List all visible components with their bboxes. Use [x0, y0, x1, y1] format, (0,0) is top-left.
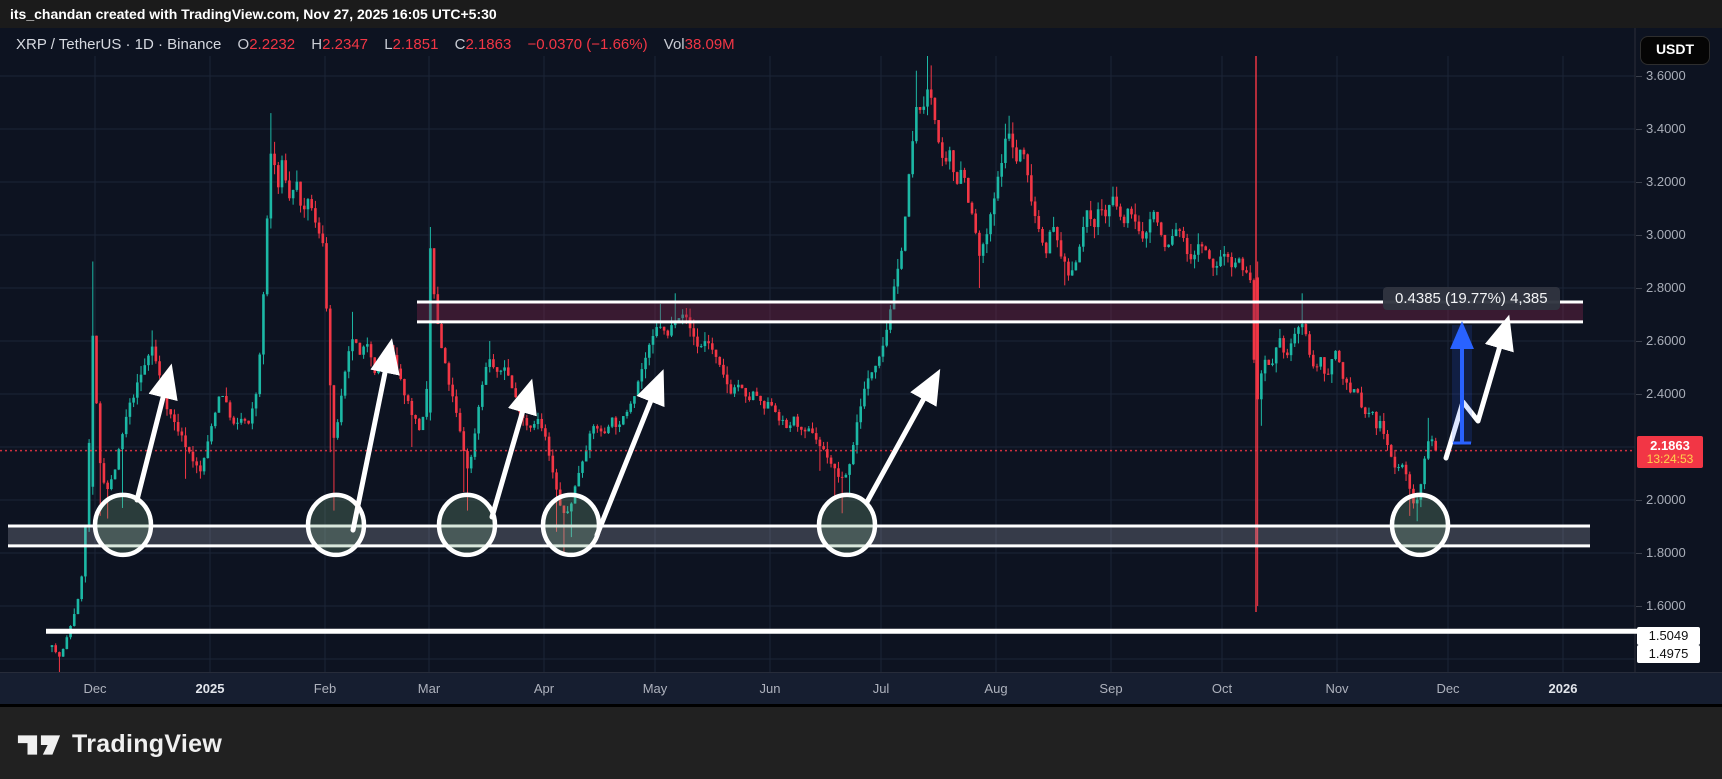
month-label: Mar: [417, 681, 441, 696]
price-tick-dash: [1636, 129, 1642, 130]
month-label: Dec: [83, 681, 107, 696]
up-arrow[interactable]: [594, 369, 665, 538]
price-tick-label: 1.8000: [1646, 545, 1686, 560]
change-value: −0.0370 (−1.66%): [527, 36, 648, 53]
current-price-value: 2.1863: [1650, 437, 1690, 453]
entry-circle[interactable]: [92, 492, 154, 558]
currency-toggle-button[interactable]: USDT: [1640, 36, 1710, 65]
price-tick-dash: [1636, 341, 1642, 342]
entry-circle[interactable]: [540, 492, 602, 558]
low-value: 2.1851: [392, 36, 439, 53]
price-tick-label: 3.0000: [1646, 227, 1686, 242]
entry-circle[interactable]: [436, 492, 498, 558]
up-arrow[interactable]: [489, 378, 537, 520]
price-tick-label: 3.6000: [1646, 68, 1686, 83]
time-axis[interactable]: Dec 2025 Feb Mar Apr May Jun Jul Aug Sep Oct Nov Dec…: [0, 672, 1722, 705]
high-label: H: [311, 36, 323, 53]
open-label: O: [237, 36, 250, 53]
high-value: 2.2347: [322, 36, 369, 53]
tradingview-logo-icon[interactable]: [16, 729, 62, 761]
price-tick-dash: [1636, 76, 1642, 77]
price-tick-label: 2.4000: [1646, 386, 1686, 401]
grid-lines: [0, 56, 1635, 672]
month-label: Oct: [1211, 681, 1233, 696]
projection-zigzag-arrow[interactable]: [1443, 314, 1514, 461]
month-label: May: [642, 681, 668, 696]
level-price-label-1: 1.5049: [1637, 627, 1700, 646]
low-label: L: [384, 36, 393, 53]
footer-bar: TradingView: [0, 704, 1722, 779]
year-label: 2025: [195, 681, 225, 696]
month-label: Nov: [1325, 681, 1349, 696]
month-label: Dec: [1436, 681, 1460, 696]
price-tick-dash: [1636, 288, 1642, 289]
brand-name[interactable]: TradingView: [72, 730, 223, 758]
level-price-label-2: 1.4975: [1637, 645, 1700, 664]
month-label: Feb: [313, 681, 337, 696]
attribution-bar: its_chandan created with TradingView.com…: [0, 0, 1722, 28]
symbol-title[interactable]: XRP / TetherUS · 1D · Binance: [16, 36, 222, 53]
price-tick-label: 2.8000: [1646, 280, 1686, 295]
current-price-label: 2.1863 13:24:53: [1637, 435, 1703, 468]
entry-circle[interactable]: [816, 492, 878, 558]
close-value: 2.1863: [465, 36, 512, 53]
entry-circle[interactable]: [1389, 492, 1451, 558]
bar-countdown: 13:24:53: [1646, 451, 1694, 466]
attribution-text: its_chandan created with TradingView.com…: [10, 6, 497, 22]
volume-value: 38.09M: [684, 36, 735, 53]
measure-label[interactable]: 0.4385 (19.77%) 4,385: [1383, 287, 1560, 310]
close-label: C: [454, 36, 466, 53]
symbol-legend: XRP / TetherUS · 1D · Binance O2.2232 H2…: [16, 36, 735, 53]
month-label: Jun: [759, 681, 781, 696]
volume-label: Vol: [663, 36, 685, 53]
price-tick-dash: [1636, 182, 1642, 183]
price-tick-dash: [1636, 500, 1642, 501]
up-arrow[interactable]: [864, 368, 941, 505]
month-label: Aug: [984, 681, 1008, 696]
entry-circle[interactable]: [305, 492, 367, 558]
measure-tool[interactable]: [1450, 321, 1474, 445]
price-tick-label: 1.6000: [1646, 598, 1686, 613]
price-tick-label: 2.0000: [1646, 492, 1686, 507]
price-tick-dash: [1636, 235, 1642, 236]
price-tick-dash: [1636, 606, 1642, 607]
price-tick-dash: [1636, 553, 1642, 554]
candle-series: [50, 56, 1438, 672]
month-label: Sep: [1099, 681, 1123, 696]
month-label: Jul: [872, 681, 890, 696]
year-label: 2026: [1548, 681, 1578, 696]
up-arrow[interactable]: [350, 338, 400, 533]
up-arrow[interactable]: [134, 363, 178, 503]
price-tick-dash: [1636, 394, 1642, 395]
month-label: Apr: [533, 681, 555, 696]
support-zone[interactable]: [8, 524, 1590, 548]
price-tick-label: 2.6000: [1646, 333, 1686, 348]
price-tick-label: 3.2000: [1646, 174, 1686, 189]
open-value: 2.2232: [249, 36, 296, 53]
price-tick-label: 3.4000: [1646, 121, 1686, 136]
